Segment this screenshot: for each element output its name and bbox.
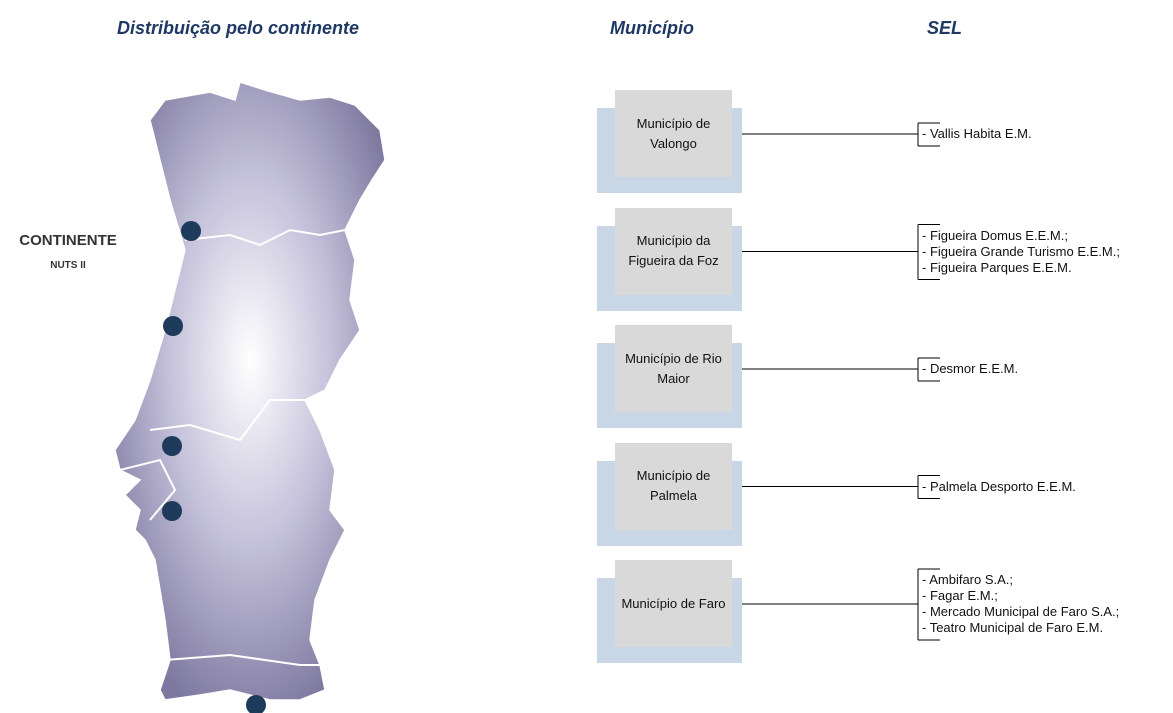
municipality-box: Município de Valongo: [615, 90, 732, 177]
map-title: Distribuição pelo continente: [117, 18, 360, 38]
municipality-box: Município de Faro: [615, 560, 732, 647]
sel-entity: - Vallis Habita E.M.: [922, 126, 1032, 141]
portugal-map: [114, 81, 386, 701]
sel-entity: - Figueira Grande Turismo E.E.M.;: [922, 243, 1120, 259]
municipality-box: Município da Figueira da Foz: [615, 207, 732, 295]
sel-header: SEL: [927, 18, 963, 38]
map-sublabel: NUTS II: [50, 260, 86, 271]
sel-entity: - Figueira Parques E.E.M.: [922, 259, 1072, 275]
sel-entity: - Figueira Domus E.E.M.;: [922, 227, 1068, 243]
sel-entity: - Mercado Municipal de Faro S.A.;: [922, 604, 1120, 619]
municipality-header: Município: [610, 18, 694, 38]
sel-entity: - Fagar E.M.;: [922, 588, 998, 603]
sel-entity: - Teatro Municipal de Faro E.M.: [922, 620, 1104, 635]
sel-entity: - Desmor E.E.M.: [922, 361, 1019, 376]
municipality-box: Município de Palmela: [615, 442, 732, 530]
sel-entity: - Ambifaro S.A.;: [922, 572, 1014, 587]
map-label: CONTINENTE: [19, 232, 117, 249]
region-borders: [119, 228, 346, 666]
sel-entity: - Palmela Desporto E.E.M.: [922, 478, 1076, 494]
map-dots: [162, 221, 266, 713]
municipality-box: Município de Rio Maior: [615, 325, 732, 412]
